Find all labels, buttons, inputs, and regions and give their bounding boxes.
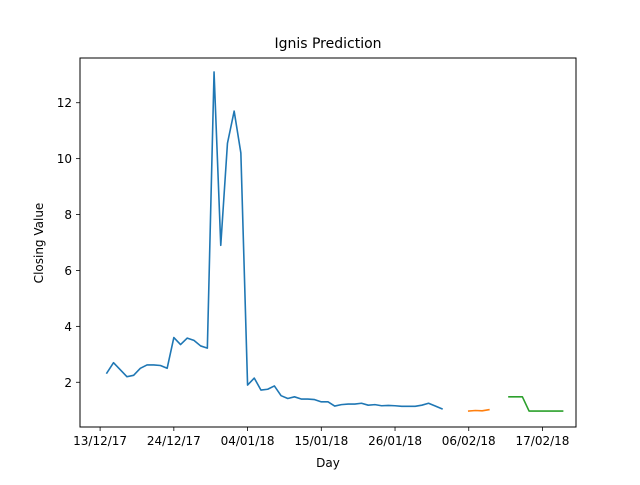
y-tick-label-3: 8 bbox=[64, 208, 72, 222]
y-axis-ticks: 2 4 6 8 10 12 bbox=[57, 96, 80, 390]
y-tick-label-0: 2 bbox=[64, 376, 72, 390]
plot-frame bbox=[79, 57, 577, 428]
y-tick-label-2: 6 bbox=[64, 264, 72, 278]
y-axis-label: Closing Value bbox=[32, 203, 46, 284]
plot-lines bbox=[105, 71, 564, 412]
x-tick-label-1: 24/12/17 bbox=[147, 434, 201, 448]
y-tick-label-5: 12 bbox=[57, 96, 72, 110]
x-tick-label-3: 15/01/18 bbox=[294, 434, 348, 448]
x-tick-label-6: 17/02/18 bbox=[516, 434, 570, 448]
x-axis-label: Day bbox=[316, 456, 340, 470]
x-tick-label-0: 13/12/17 bbox=[73, 434, 127, 448]
series-line-3 bbox=[508, 396, 564, 412]
series-line-1 bbox=[105, 71, 443, 410]
y-tick-label-1: 4 bbox=[64, 320, 72, 334]
chart-title: Ignis Prediction bbox=[274, 36, 381, 52]
x-axis-ticks: 13/12/17 24/12/17 04/01/18 15/01/18 26/01/18… bbox=[73, 427, 569, 448]
series-line-2 bbox=[467, 408, 490, 412]
x-tick-label-5: 06/02/18 bbox=[442, 434, 496, 448]
x-tick-label-4: 26/01/18 bbox=[368, 434, 422, 448]
x-tick-label-2: 04/01/18 bbox=[221, 434, 275, 448]
y-tick-label-4: 10 bbox=[57, 152, 72, 166]
